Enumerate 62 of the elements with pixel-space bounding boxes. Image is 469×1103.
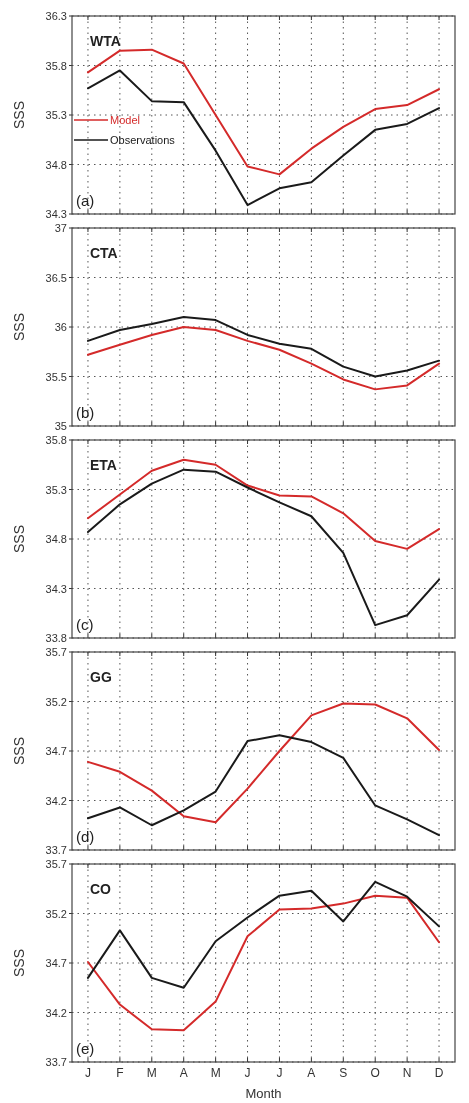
x-tick-label: M: [146, 1066, 157, 1080]
x-tick-label: J: [244, 1066, 251, 1080]
y-axis-title: SSS: [11, 524, 27, 554]
y-axis-title: SSS: [11, 948, 27, 978]
y-tick-label: 35.8: [45, 434, 67, 446]
x-tick-label: O: [370, 1066, 380, 1080]
line-series: [86, 48, 441, 176]
y-tick-label: 33.8: [45, 632, 67, 644]
y-tick-label: 36.5: [45, 271, 67, 284]
y-tick-label: 34.3: [45, 208, 67, 220]
line-series: [86, 326, 441, 391]
line-series: [86, 458, 441, 550]
y-tick-label: 34.2: [45, 794, 67, 807]
x-tick-label: N: [402, 1066, 412, 1080]
y-tick-label: 34.2: [45, 1006, 67, 1019]
x-tick-label: F: [116, 1066, 124, 1080]
x-tick-label: S: [339, 1066, 348, 1080]
y-tick-label: 34.7: [45, 957, 67, 969]
y-axis-title: SSS: [11, 736, 27, 766]
x-tick-label: M: [210, 1066, 221, 1080]
y-tick-label: 33.7: [45, 1056, 67, 1068]
line-series: [86, 880, 441, 989]
line-series: [86, 316, 441, 378]
annotation: (c): [76, 616, 94, 633]
y-axis-title: SSS: [11, 312, 27, 342]
x-tick-label: J: [276, 1066, 283, 1080]
annotation: CO: [90, 881, 112, 897]
annotation: (a): [76, 192, 95, 209]
legend-label: Observations: [110, 134, 176, 146]
y-tick-label: 35.5: [45, 370, 67, 383]
line-series: [86, 702, 441, 824]
y-tick-label: 34.8: [45, 533, 67, 545]
y-axis-title: SSS: [11, 100, 27, 130]
legend-label: Model: [110, 114, 140, 126]
y-tick-label: 35.8: [45, 59, 67, 72]
y-tick-label: 35: [54, 420, 67, 432]
x-tick-label: J: [84, 1066, 91, 1080]
annotation: WTA: [90, 33, 121, 49]
annotation: ETA: [90, 457, 117, 473]
x-axis-title: Month: [245, 1086, 282, 1101]
line-series: [86, 894, 441, 1032]
y-tick-label: 35.7: [45, 858, 67, 870]
y-tick-label: 34.3: [45, 582, 67, 595]
x-tick-label: A: [179, 1066, 188, 1080]
annotation: CTA: [90, 245, 118, 261]
y-tick-label: 35.3: [45, 483, 67, 496]
annotation: (e): [76, 1040, 95, 1057]
annotation: (b): [76, 404, 95, 421]
y-tick-label: 35.2: [45, 907, 67, 920]
y-tick-label: 33.7: [45, 844, 67, 856]
annotation: (d): [76, 828, 95, 845]
y-tick-label: 37: [54, 222, 67, 234]
y-tick-label: 36.3: [45, 10, 67, 22]
y-tick-label: 34.7: [45, 745, 67, 757]
y-tick-label: 35.2: [45, 695, 67, 708]
y-tick-label: 34.8: [45, 158, 67, 171]
y-tick-label: 36: [54, 321, 67, 333]
annotation: GG: [90, 669, 112, 685]
x-tick-label: D: [434, 1066, 444, 1080]
y-tick-label: 35.3: [45, 109, 67, 121]
y-tick-label: 35.7: [45, 646, 67, 658]
x-tick-label: A: [307, 1066, 316, 1080]
